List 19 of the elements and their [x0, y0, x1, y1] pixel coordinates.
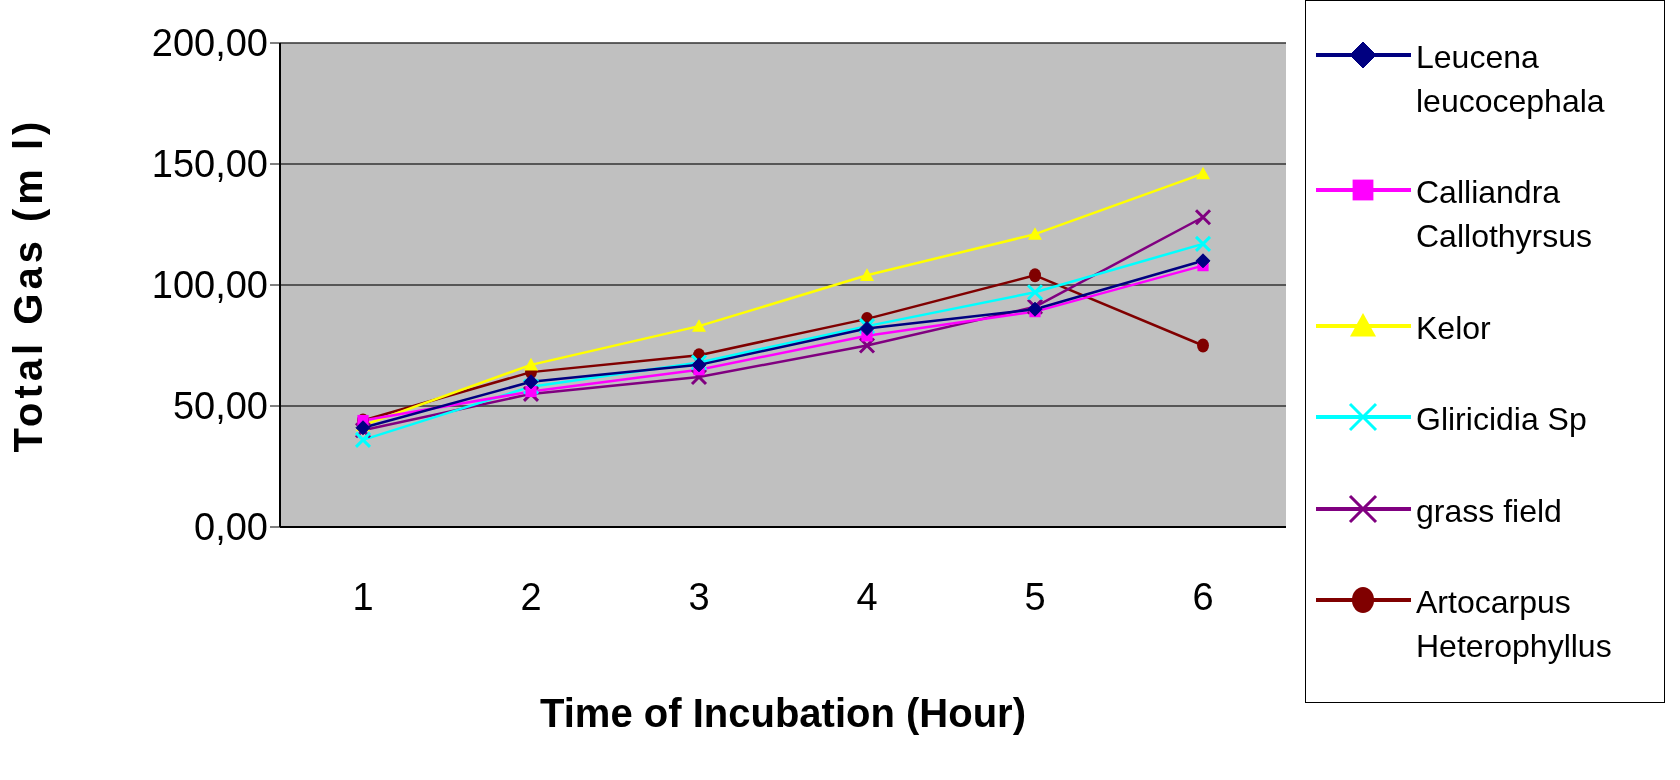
x-axis-title: Time of Incubation (Hour) [540, 691, 1026, 735]
x-tick-label: 4 [856, 575, 878, 618]
legend-label: Calliandra Callothyrsus [1416, 173, 1594, 257]
x-tick-label: 5 [1024, 575, 1046, 618]
y-axis-title: Total Gas (m l) [6, 117, 51, 453]
x-tick-label: 3 [688, 575, 710, 618]
legend-label: Artocarpus Heterophyllus [1416, 583, 1613, 667]
legend-label: Leucena leucocephala [1416, 37, 1606, 121]
y-tick-label: 200,00 [151, 22, 268, 65]
x-tick-label: 6 [1192, 575, 1214, 618]
x-tick-label: 2 [520, 575, 542, 618]
y-tick-label: 150,00 [151, 143, 268, 186]
x-tick-label: 1 [352, 575, 374, 618]
y-tick-label: 0,00 [194, 506, 268, 549]
y-tick-label: 100,00 [151, 264, 268, 307]
legend-label: Kelor [1416, 308, 1492, 348]
legend-label: grass field [1416, 491, 1563, 531]
legend-label: Gliricidia Sp [1416, 400, 1588, 440]
y-tick-label: 50,00 [172, 385, 268, 428]
